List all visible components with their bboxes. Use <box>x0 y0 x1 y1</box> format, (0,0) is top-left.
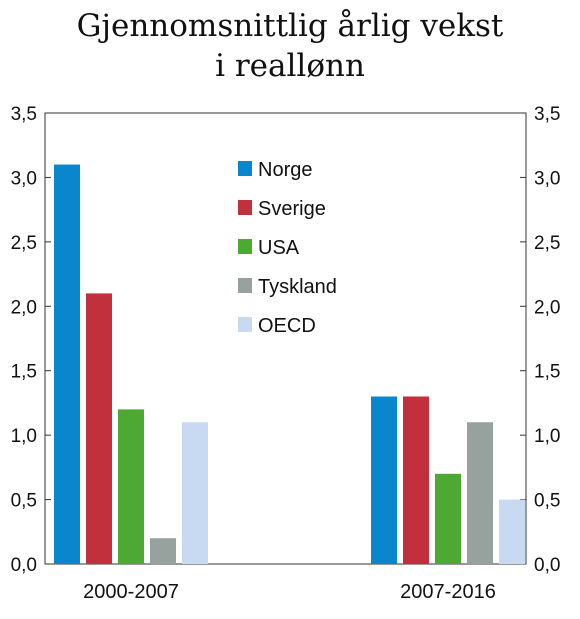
category-label: 2000-2007 <box>83 581 179 603</box>
legend-swatch-sverige <box>238 200 252 215</box>
y-tick-label-left: 0,0 <box>11 555 37 576</box>
bar-norge-2000-2007 <box>54 164 80 565</box>
bar-usa-2000-2007 <box>118 409 144 564</box>
y-tick-label-right: 3,0 <box>534 168 560 189</box>
y-tick-label-right: 2,0 <box>534 297 560 318</box>
y-tick-label-right: 1,0 <box>534 426 560 447</box>
chart-title-line-1: Gjennomsnittlig årlig vekst <box>76 8 504 44</box>
legend-swatch-norge <box>238 161 252 176</box>
plot-frame <box>44 112 527 565</box>
bar-oecd-2007-2016 <box>499 499 525 564</box>
y-tick-label-left: 2,0 <box>11 297 37 318</box>
category-label: 2007-2016 <box>400 581 496 603</box>
y-tick-label-left: 1,0 <box>11 426 37 447</box>
legend-label-norge: Norge <box>258 159 312 181</box>
chart-title: Gjennomsnittlig årlig vekst i reallønn <box>0 6 580 86</box>
bar-sverige-2000-2007 <box>86 293 112 564</box>
y-tick-label-left: 3,0 <box>11 168 37 189</box>
y-tick-label-left: 3,5 <box>11 104 37 125</box>
bar-norge-2007-2016 <box>371 396 397 564</box>
y-tick-label-right: 1,5 <box>534 362 560 383</box>
legend-swatch-tyskland <box>238 278 252 293</box>
legend-label-tyskland: Tyskland <box>258 276 337 298</box>
legend: Norge Sverige USA Tyskland OECD <box>238 159 337 337</box>
y-tick-label-right: 0,0 <box>534 555 560 576</box>
legend-label-oecd: OECD <box>258 315 316 337</box>
bar-sverige-2007-2016 <box>403 396 429 564</box>
tick-labels: 0,0 0,0 0,5 0,5 1,0 1,0 1,5 1,5 2,0 2,0 2,5 2,5 3,0 3… <box>11 104 561 576</box>
legend-swatch-oecd <box>238 317 252 332</box>
bar-usa-2007-2016 <box>435 473 461 564</box>
bar-oecd-2000-2007 <box>182 422 208 564</box>
y-tick-label-left: 0,5 <box>11 491 37 512</box>
y-tick-label-right: 2,5 <box>534 233 560 254</box>
bar-tyskland-2000-2007 <box>150 538 176 564</box>
y-tick-label-right: 3,5 <box>534 104 560 125</box>
bar-tyskland-2007-2016 <box>467 422 493 564</box>
category-labels: 2000-2007 2007-2016 <box>83 581 496 603</box>
chart-title-line-2: i reallønn <box>215 48 365 84</box>
bars <box>54 164 525 565</box>
y-tick-label-right: 0,5 <box>534 491 560 512</box>
legend-swatch-usa <box>238 239 252 254</box>
y-tick-label-left: 1,5 <box>11 362 37 383</box>
legend-label-usa: USA <box>258 237 300 259</box>
y-tick-label-left: 2,5 <box>11 233 37 254</box>
legend-label-sverige: Sverige <box>258 198 326 220</box>
